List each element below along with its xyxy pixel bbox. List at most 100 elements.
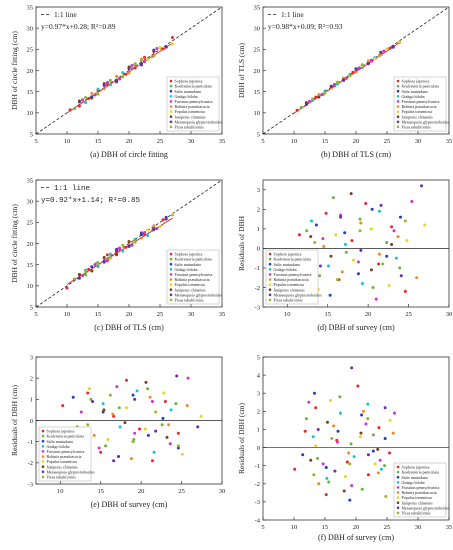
data-point <box>199 414 203 418</box>
legend-marker <box>396 125 400 129</box>
data-point <box>383 437 387 440</box>
data-point <box>310 219 314 223</box>
data-point <box>71 395 75 399</box>
data-point <box>121 75 125 79</box>
legend-marker <box>169 125 173 129</box>
data-point <box>376 471 380 475</box>
data-point <box>72 107 76 111</box>
data-point <box>121 71 125 75</box>
data-point <box>146 57 150 61</box>
y-tick-label: 10 <box>27 110 34 117</box>
data-point <box>72 277 76 281</box>
data-point <box>170 212 174 216</box>
data-point <box>105 81 109 85</box>
legend-marker <box>41 439 45 443</box>
legend-entry: Juniperus chinensis <box>274 287 306 292</box>
data-point <box>384 494 388 498</box>
panel-b: 5 10 15 20 25 30 35 5 10 15 20 25 30 35 DBH of TLS (cm… <box>237 4 452 159</box>
data-point <box>331 196 335 200</box>
y-tick-label: 20 <box>254 68 261 75</box>
data-point <box>176 431 180 435</box>
data-point <box>125 406 129 410</box>
y-tick-label: 5 <box>257 131 260 138</box>
data-point <box>336 429 340 433</box>
data-point <box>108 252 112 256</box>
data-point <box>308 99 311 103</box>
panel-caption: (e) DBH of survey (cm) <box>91 500 168 509</box>
data-point <box>388 418 392 422</box>
x-tick-label: 5 <box>34 311 37 318</box>
data-point <box>343 475 347 479</box>
data-point <box>307 400 311 404</box>
legend-marker <box>169 262 173 266</box>
y-tick-label: -1 <box>255 265 260 272</box>
data-point <box>405 239 409 243</box>
data-point <box>343 231 347 235</box>
data-point <box>335 278 339 282</box>
legend-entry: Salix matsudana <box>402 89 429 94</box>
legend-marker <box>169 120 173 124</box>
data-point <box>398 215 402 219</box>
data-point <box>332 424 336 428</box>
data-point <box>102 408 106 412</box>
y-tick-label: 2 <box>30 375 33 382</box>
data-point <box>338 395 342 399</box>
data-point <box>339 411 342 415</box>
data-point <box>96 264 100 268</box>
data-point <box>356 260 360 264</box>
legend-entry: Robinia pseudoacacia <box>274 277 309 282</box>
data-point <box>360 282 364 286</box>
panel-caption: (f) DBH of survey (cm) <box>318 533 394 542</box>
y-tick-label: 20 <box>27 241 34 248</box>
data-point <box>102 87 106 91</box>
x-tick-label: 25 <box>157 138 164 145</box>
panel-caption: (c) DBH of TLS (cm) <box>94 323 164 332</box>
legend-entry: Picea tabuliformis <box>175 298 205 303</box>
data-point <box>403 289 407 293</box>
legend-marker <box>268 293 272 297</box>
y-tick-label: -4 <box>255 517 261 524</box>
data-point <box>154 410 158 414</box>
data-point <box>135 389 139 393</box>
legend-marker <box>169 252 173 256</box>
data-point <box>311 97 315 101</box>
regression-equation: y=0.97*x+0.28; R²=0.89 <box>41 22 116 31</box>
y-tick-label: -3 <box>255 499 260 506</box>
data-point <box>360 487 364 491</box>
data-point <box>392 411 396 415</box>
x-tick-label: 25 <box>178 488 185 495</box>
data-point <box>102 83 106 87</box>
y-tick-label: 30 <box>254 25 261 32</box>
data-point <box>102 259 106 263</box>
legend-box <box>393 76 447 132</box>
x-tick-label: 5 <box>261 524 264 531</box>
legend-entry: Ginkgo biloba <box>402 480 425 485</box>
data-point <box>391 44 395 48</box>
data-point <box>318 264 322 268</box>
data-point <box>124 72 128 76</box>
data-point <box>322 244 326 248</box>
data-point <box>87 267 91 271</box>
data-point <box>143 427 147 431</box>
data-point <box>133 66 137 70</box>
legend-marker <box>169 273 173 276</box>
data-point <box>118 246 122 250</box>
data-point <box>121 243 125 247</box>
data-point <box>133 431 137 435</box>
legend-entry: Juniperus chinensis <box>402 114 434 119</box>
data-point <box>381 262 385 266</box>
data-point <box>169 408 173 412</box>
y-tick-label: 3 <box>257 391 260 398</box>
data-point <box>127 71 131 75</box>
legend-marker <box>169 298 173 302</box>
legend-marker <box>396 110 400 113</box>
x-tick-label: 20 <box>138 488 145 495</box>
legend-marker <box>169 100 173 103</box>
legend-entry: Juniperus chinensis <box>47 464 79 469</box>
y-tick-label: 0 <box>257 445 260 452</box>
data-point <box>304 417 308 421</box>
data-point <box>91 399 95 403</box>
data-point <box>127 240 131 244</box>
legend-entry: Metasequoia glyptostroboides <box>402 119 451 124</box>
